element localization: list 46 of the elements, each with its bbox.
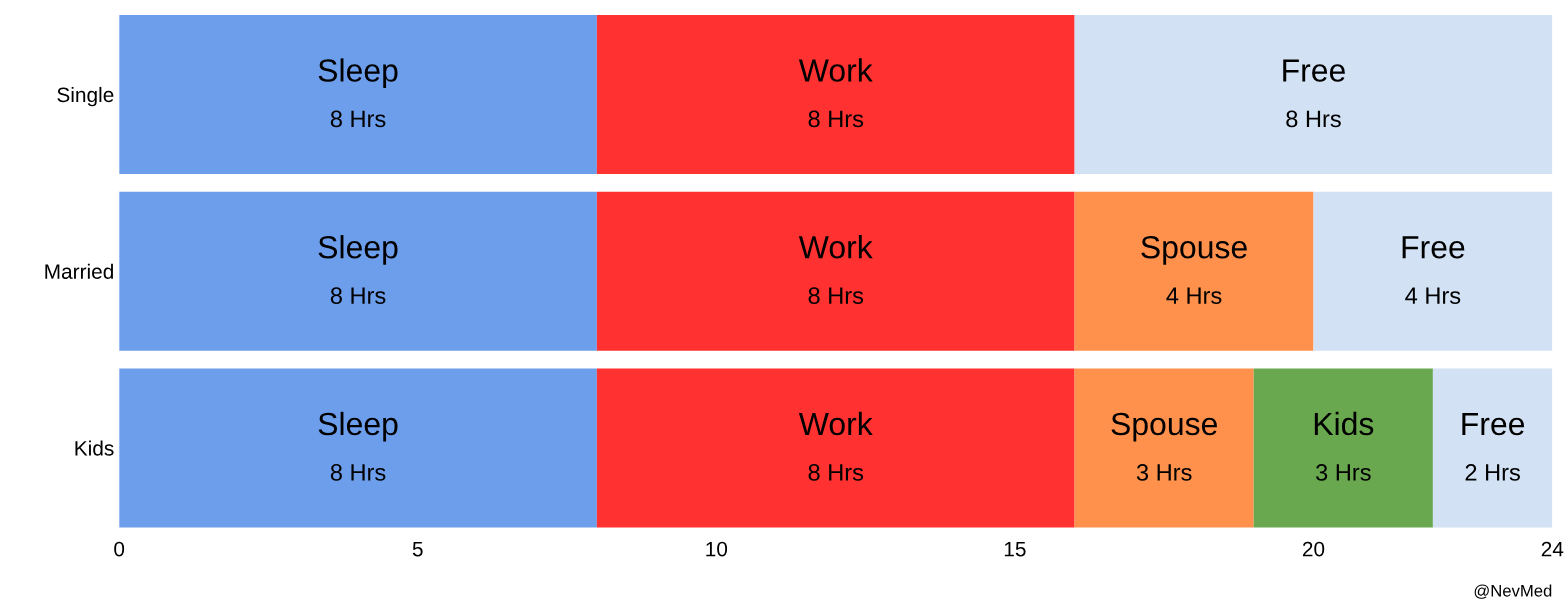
data-label: 8 Hrs	[330, 110, 386, 128]
text: Sleep	[318, 58, 398, 89]
series-label: Kids	[1314, 411, 1374, 436]
bar	[1253, 368, 1433, 528]
series-label: Spouse	[1111, 412, 1217, 442]
y-tick-label: Single	[57, 86, 114, 107]
bar	[1432, 368, 1553, 528]
bar	[1313, 191, 1553, 351]
data-label: 8 Hrs	[808, 110, 864, 128]
bar	[119, 368, 597, 528]
bar	[596, 14, 1075, 174]
data-label: 8 Hrs	[330, 287, 386, 305]
bar	[119, 191, 597, 351]
bar	[1074, 14, 1553, 174]
x-tick-label: 10	[706, 541, 728, 557]
text: Work	[798, 411, 873, 436]
data-label: 3 Hrs	[1136, 464, 1192, 481]
bar	[596, 191, 1075, 351]
bar	[1074, 368, 1254, 528]
bar	[119, 14, 597, 174]
text: Free	[1283, 59, 1345, 82]
text: Spouse	[1141, 235, 1247, 265]
data-label: 4 Hrs	[1166, 287, 1222, 305]
data-label: 4 Hrs	[1405, 287, 1461, 305]
series-label: Work	[798, 235, 873, 259]
x-tick-label: 24	[1541, 541, 1564, 557]
y-tick-label: Married	[45, 263, 113, 279]
x-tick-label: 5	[412, 541, 423, 557]
series-label: Free	[1462, 413, 1525, 436]
text: Work	[798, 58, 873, 82]
text: Sleep	[318, 411, 398, 442]
bar	[1074, 191, 1314, 351]
x-tick-label: 0	[114, 541, 125, 557]
x-tick-label: 15	[1004, 541, 1026, 557]
data-label: 8 Hrs	[808, 464, 864, 481]
data-label: 8 Hrs	[330, 464, 386, 481]
text: Free	[1402, 236, 1465, 259]
y-tick-label: Kids	[75, 440, 114, 456]
bar	[596, 368, 1075, 528]
series-label: Sleep	[318, 235, 398, 265]
data-label: 8 Hrs	[808, 287, 864, 305]
data-label: 2 Hrs	[1465, 464, 1520, 481]
x-tick-label: 20	[1302, 541, 1325, 557]
data-label: 3 Hrs	[1316, 464, 1371, 481]
data-label: 8 Hrs	[1286, 110, 1341, 128]
text: @NevMed	[1474, 584, 1552, 599]
